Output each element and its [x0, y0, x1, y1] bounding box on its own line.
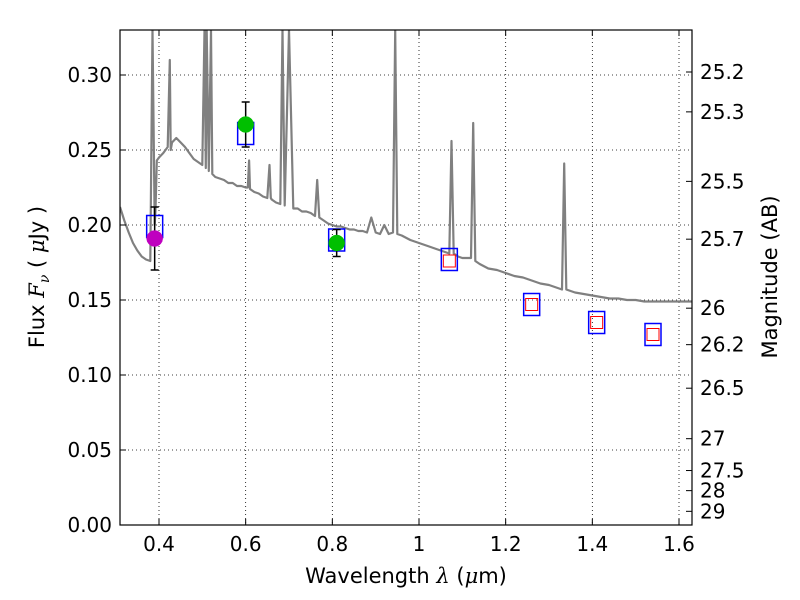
y-tick-label: 0.15: [67, 288, 112, 312]
x-tick-label: 1.4: [576, 532, 608, 556]
x-tick-label: 0.4: [143, 532, 175, 556]
x-tick-label: 1.6: [663, 532, 695, 556]
plot-background: [120, 30, 692, 525]
x-tick-label: 0.8: [316, 532, 348, 556]
y-tick-label: 0.00: [67, 513, 112, 537]
magnitude-tick-label: 26.2: [700, 333, 745, 357]
magnitude-tick-label: 28: [700, 479, 725, 503]
observed-photometry-point: [328, 234, 345, 252]
model-photometry-square: [644, 322, 662, 347]
x-axis-ticks: 0.4 0.6 0.8 1 1.2 1.4 1.6: [143, 30, 695, 556]
x-tick-label: 0.6: [230, 532, 262, 556]
magnitude-tick-label: 27: [700, 427, 725, 451]
x-tick-label: 1.2: [490, 532, 522, 556]
predicted-photometry-markers: [442, 254, 660, 341]
model-spectrum-line: [120, 30, 692, 303]
magnitude-tick-label: 29: [700, 499, 725, 523]
y-axis-title: Flux Fν ( μJy ): [25, 206, 53, 348]
plot-content: [120, 30, 692, 347]
predicted-photometry-square: [525, 298, 539, 311]
magnitude-tick-label: 25.5: [700, 169, 745, 193]
y-tick-label: 0.20: [67, 213, 112, 237]
magnitude-tick-label: 25.7: [700, 227, 745, 251]
predicted-photometry-square: [646, 328, 660, 341]
model-photometry-square: [522, 292, 541, 317]
model-photometry-square: [440, 247, 459, 272]
y-tick-label: 0.10: [67, 363, 112, 387]
x-axis-title: Wavelength λ (μm): [305, 564, 507, 588]
y-tick-label: 0.25: [67, 138, 112, 162]
y-axis-ticks: 0.00 0.05 0.10 0.15 0.20 0.25 0.30: [67, 63, 126, 537]
observed-photometry-point: [146, 230, 163, 247]
magnitude-tick-label: 26: [700, 296, 725, 320]
plot-frame: [119, 29, 693, 526]
magnitude-tick-label: 25.3: [700, 100, 745, 124]
predicted-photometry-square: [590, 316, 604, 329]
magnitude-axis-title: Magnitude (AB): [758, 195, 782, 358]
magnitude-tick-label: 27.5: [700, 459, 745, 483]
observed-photometry-point: [237, 116, 254, 133]
x-tick-label: 1: [413, 532, 426, 556]
predicted-photometry-square: [442, 254, 456, 268]
model-photometry-square: [587, 310, 606, 335]
magnitude-tick-label: 25.2: [700, 60, 745, 84]
y-tick-label: 0.30: [67, 63, 112, 87]
magnitude-tick-label: 26.5: [700, 376, 745, 400]
observed-photometry-markers: [146, 101, 345, 271]
y-tick-label: 0.05: [67, 438, 112, 462]
